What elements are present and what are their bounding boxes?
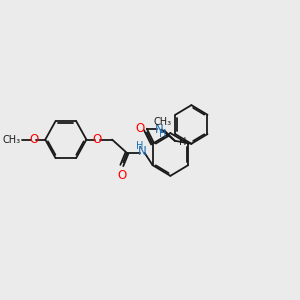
- Text: H: H: [179, 137, 186, 147]
- Text: N: N: [155, 123, 164, 136]
- Text: N: N: [137, 145, 146, 158]
- Text: CH₃: CH₃: [153, 116, 171, 127]
- Text: O: O: [117, 169, 126, 182]
- Text: H: H: [136, 141, 143, 152]
- Text: CH₃: CH₃: [3, 135, 21, 145]
- Text: O: O: [29, 133, 38, 146]
- Text: H: H: [159, 129, 167, 139]
- Text: O: O: [136, 122, 145, 134]
- Text: O: O: [93, 133, 102, 146]
